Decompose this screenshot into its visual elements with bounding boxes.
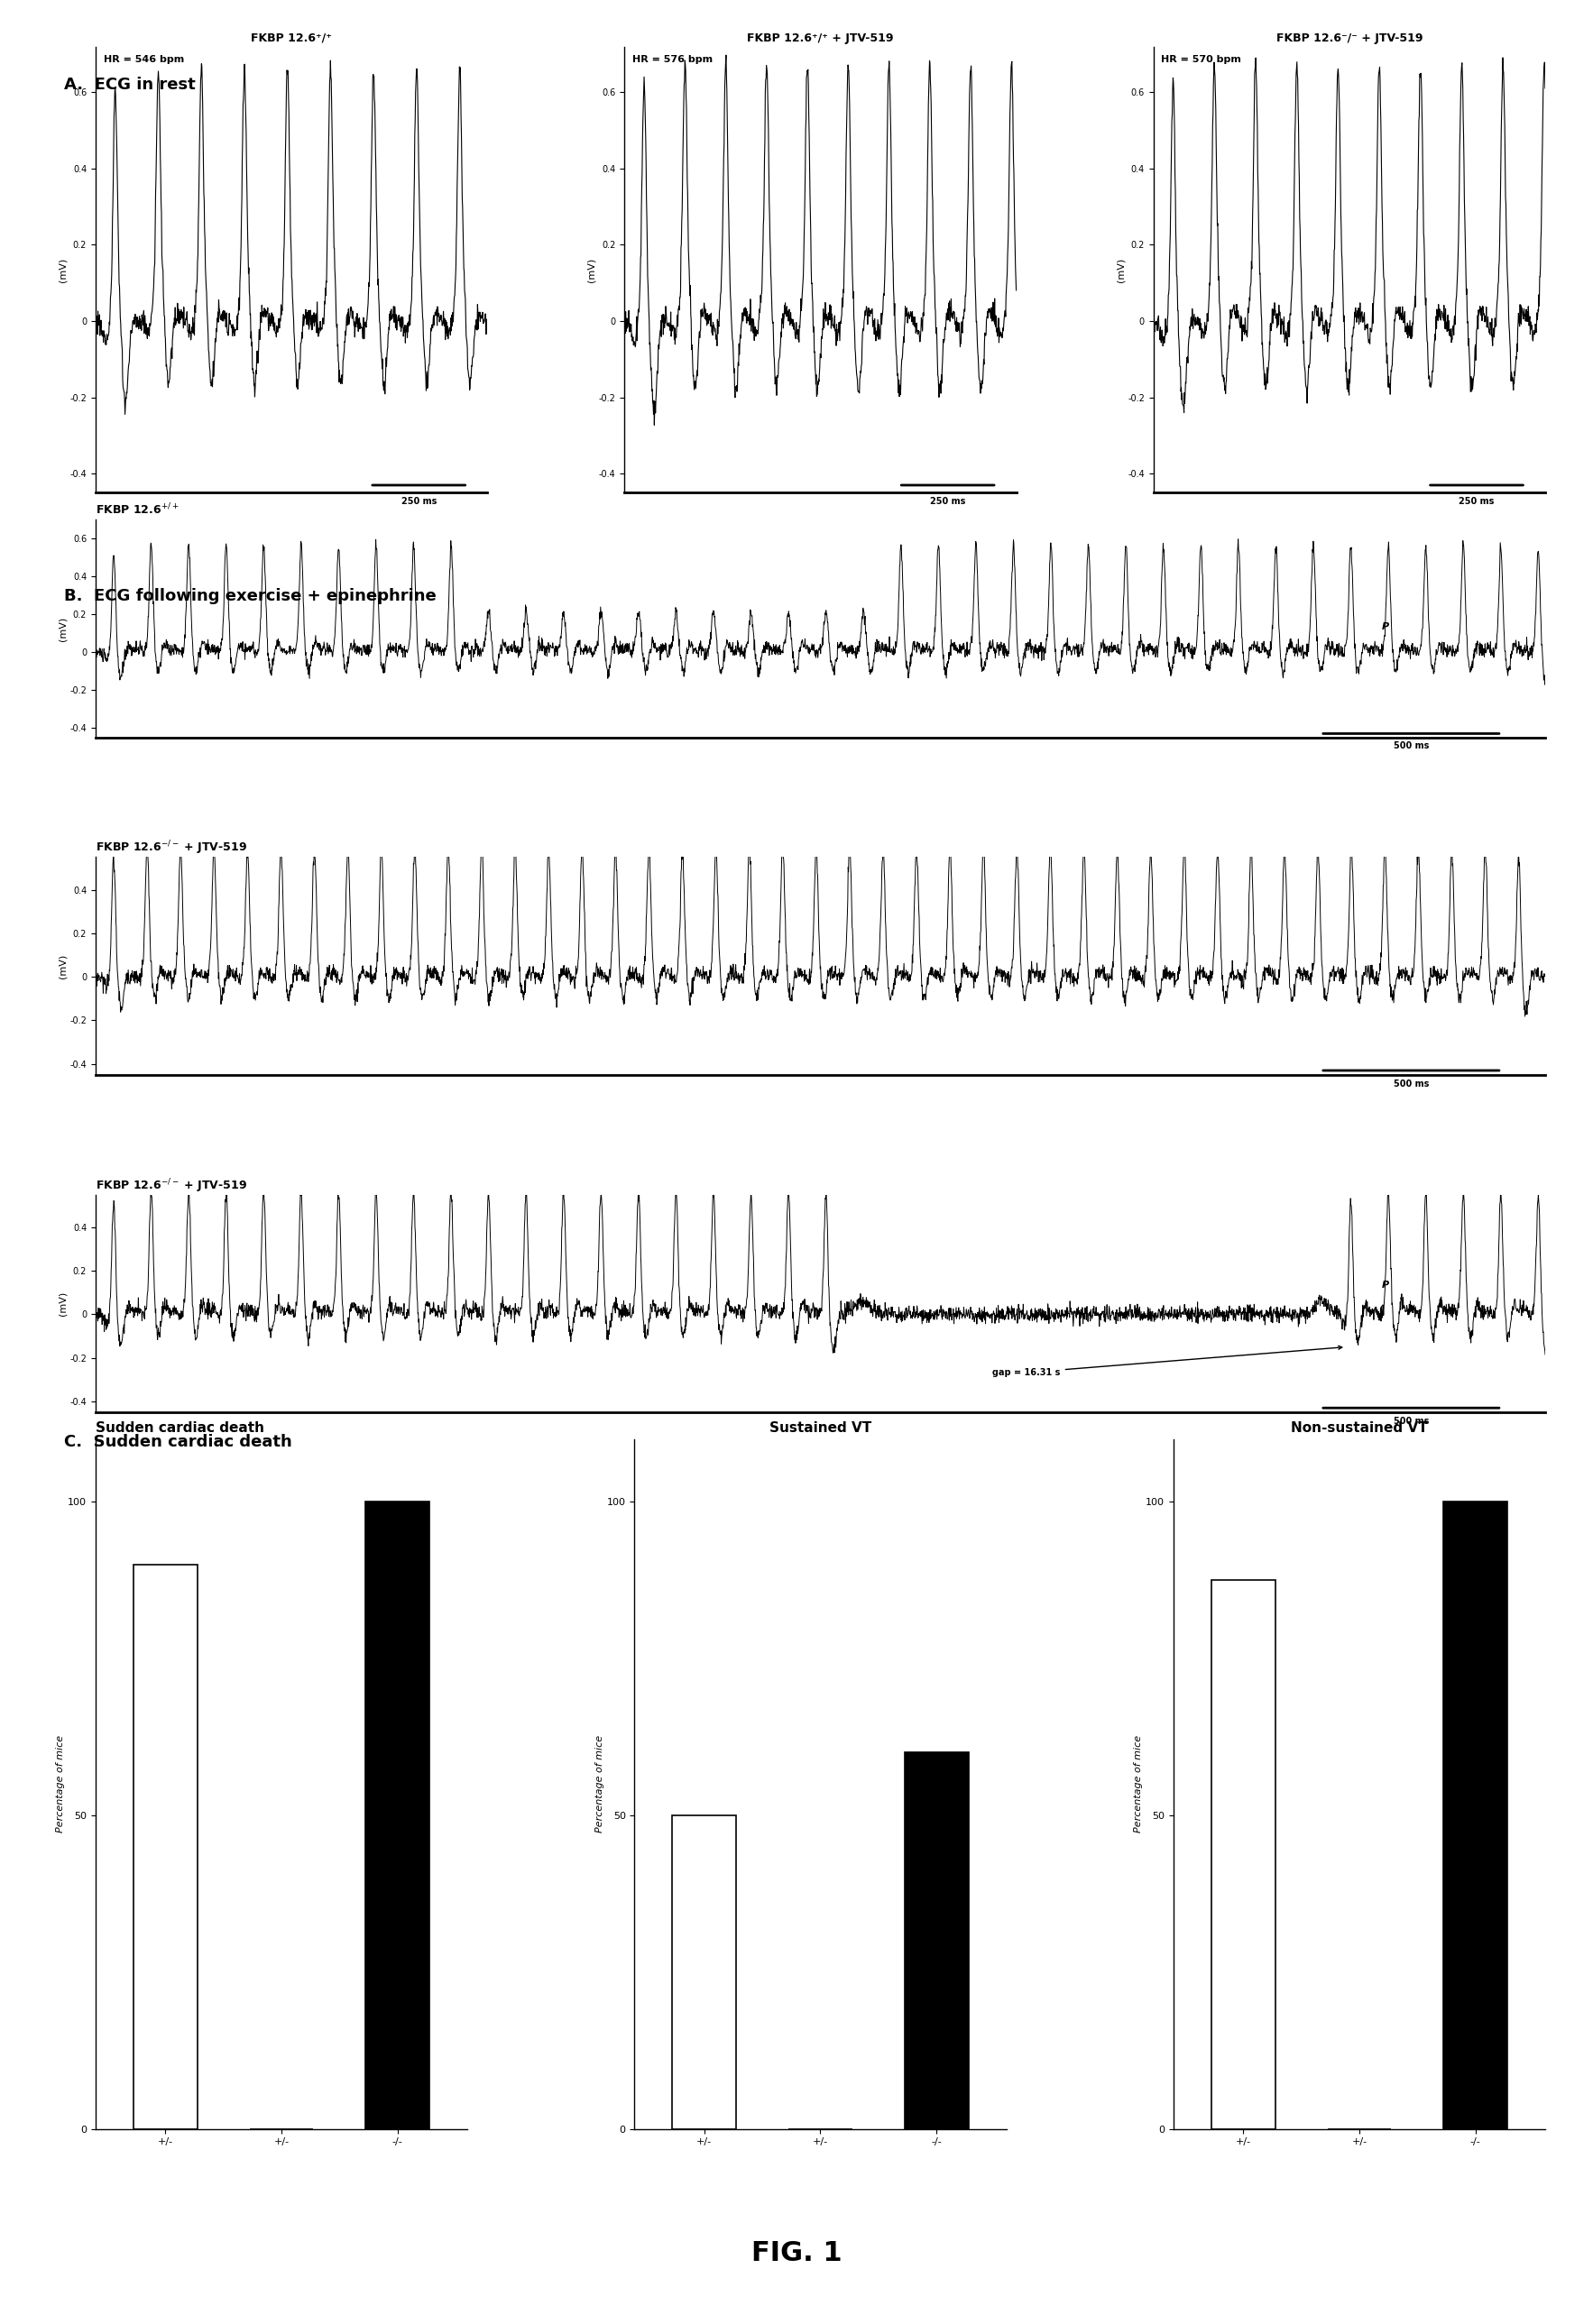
Bar [905,1752,969,2129]
Title: FKBP 12.6⁺/⁺ + JTV-519: FKBP 12.6⁺/⁺ + JTV-519 [747,33,894,44]
Text: HR = 576 bpm: HR = 576 bpm [632,56,712,65]
Title: FKBP 12.6⁻/⁻ + JTV-519: FKBP 12.6⁻/⁻ + JTV-519 [1276,33,1423,44]
Text: C.  Sudden cardiac death: C. Sudden cardiac death [64,1434,292,1450]
Bar [1211,1580,1274,2129]
Text: gap = 16.31 s: gap = 16.31 s [992,1346,1341,1378]
Y-axis label: (mV): (mV) [59,616,67,641]
Title: Sustained VT: Sustained VT [769,1420,871,1434]
Text: HR = 570 bpm: HR = 570 bpm [1161,56,1241,65]
Y-axis label: (mV): (mV) [588,258,596,281]
Y-axis label: Percentage of mice: Percentage of mice [56,1736,65,1834]
Bar [134,1564,198,2129]
Text: 500 ms: 500 ms [1394,1418,1429,1425]
Text: 250 ms: 250 ms [930,497,965,507]
Text: 500 ms: 500 ms [1394,741,1429,751]
Text: 500 ms: 500 ms [1394,1078,1429,1088]
Text: 250 ms: 250 ms [401,497,436,507]
Text: FIG. 1: FIG. 1 [752,2240,841,2266]
Title: Non-sustained VT: Non-sustained VT [1290,1420,1427,1434]
Text: FKBP 12.6$^{-/-}$ + JTV-519: FKBP 12.6$^{-/-}$ + JTV-519 [96,1176,247,1195]
Text: A.  ECG in rest: A. ECG in rest [64,77,196,93]
Text: FKBP 12.6$^{-/-}$ + JTV-519: FKBP 12.6$^{-/-}$ + JTV-519 [96,839,247,858]
Text: HR = 546 bpm: HR = 546 bpm [104,56,183,65]
Text: 250 ms: 250 ms [1459,497,1494,507]
Y-axis label: Percentage of mice: Percentage of mice [1134,1736,1144,1834]
Text: Sudden cardiac death: Sudden cardiac death [96,1420,264,1434]
Y-axis label: (mV): (mV) [59,258,67,281]
Text: P: P [1383,623,1389,632]
Bar [1443,1501,1507,2129]
Title: FKBP 12.6⁺/⁺: FKBP 12.6⁺/⁺ [252,33,331,44]
Text: FKBP 12.6$^{+/+}$: FKBP 12.6$^{+/+}$ [96,502,178,518]
Bar [672,1815,736,2129]
Bar [366,1501,430,2129]
Y-axis label: (mV): (mV) [1117,258,1125,281]
Text: P: P [1383,1281,1389,1290]
Y-axis label: Percentage of mice: Percentage of mice [596,1736,604,1834]
Y-axis label: (mV): (mV) [59,953,67,978]
Y-axis label: (mV): (mV) [59,1292,67,1315]
Text: B.  ECG following exercise + epinephrine: B. ECG following exercise + epinephrine [64,588,436,604]
